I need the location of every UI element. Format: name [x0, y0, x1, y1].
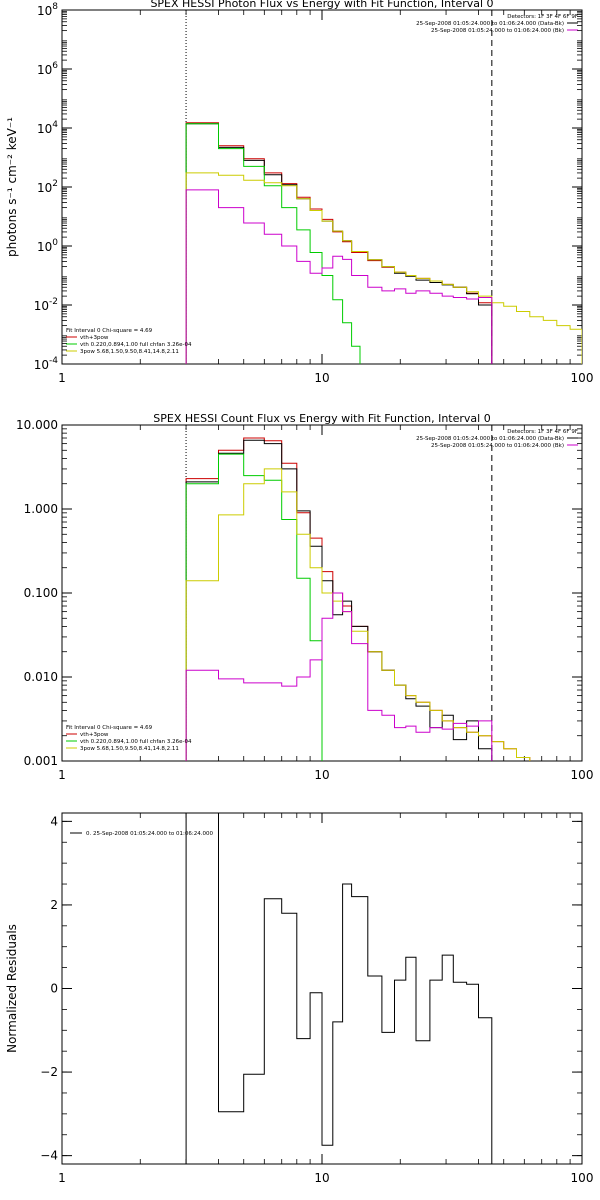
- y-tick-label: 104: [37, 120, 58, 136]
- legend-label: 25-Sep-2008 01:05:24.000 to 01:06:24.000…: [416, 21, 564, 27]
- x-tick-label: 100: [571, 1171, 594, 1185]
- x-tick-label: 1: [58, 768, 66, 782]
- legend-detectors: Detectors: 1F 3F 4F 6F 9F: [507, 14, 578, 20]
- y-tick-label: 0: [50, 982, 58, 996]
- x-tick-label: 1: [58, 1171, 66, 1185]
- series-vth-3pow: [185, 122, 493, 364]
- series-residuals: [185, 813, 493, 1164]
- legend-label: vth+3pow: [80, 335, 109, 341]
- legend-label: 25-Sep-2008 01:05:24.000 to 01:06:24.000…: [416, 436, 564, 442]
- series-vth: [185, 453, 323, 761]
- legend-label: 25-Sep-2008 01:05:24.000 to 01:06:24.000…: [431, 28, 564, 34]
- x-tick-label: 10: [314, 768, 329, 782]
- series-group: [185, 437, 531, 761]
- legend-label: vth 0.220,0.894,1.00 full chfan 3.26e-04: [80, 342, 192, 348]
- chart-panel-1: SPEX HESSI Photon Flux vs Energy with Fi…: [5, 0, 593, 385]
- legend-label: 3pow 5.68,1.50,9.50,8.41,14.8,2.11: [80, 349, 179, 355]
- y-tick-label: 10-4: [34, 356, 59, 372]
- y-axis-label: photons s⁻¹ cm⁻² keV⁻¹: [5, 117, 19, 257]
- legend-label: 0. 25-Sep-2008 01:05:24.000 to 01:06:24.…: [86, 831, 213, 837]
- x-tick-label: 100: [571, 768, 594, 782]
- y-tick-label: 10.000: [16, 418, 58, 432]
- legend-label: 25-Sep-2008 01:05:24.000 to 01:06:24.000…: [431, 443, 564, 449]
- x-tick-label: 100: [571, 371, 594, 385]
- y-tick-label: 102: [37, 179, 58, 195]
- series-data-bk: [185, 123, 493, 364]
- y-tick-label: 0.010: [24, 670, 58, 684]
- y-tick-label: 0.100: [24, 586, 58, 600]
- legend-label: vth+3pow: [80, 732, 109, 738]
- y-axis-label: Normalized Residuals: [5, 924, 19, 1053]
- plot-frame: [61, 9, 583, 365]
- series-bk: [185, 592, 493, 761]
- y-tick-label: 1.000: [24, 502, 58, 516]
- series-group: [185, 122, 582, 364]
- series-3pow: [185, 468, 531, 761]
- x-tick-label: 10: [314, 371, 329, 385]
- chart-title: SPEX HESSI Photon Flux vs Energy with Fi…: [150, 0, 493, 10]
- legend-fit-header: Fit Interval 0 Chi-square = 4.69: [66, 725, 153, 731]
- y-tick-label: 10-2: [34, 297, 58, 313]
- y-tick-label: 106: [37, 61, 58, 77]
- series-data-bk: [185, 439, 493, 761]
- series-group: [185, 813, 493, 1164]
- y-tick-label: 4: [50, 814, 58, 828]
- legend-fit-header: Fit Interval 0 Chi-square = 4.69: [66, 328, 153, 334]
- x-tick-label: 1: [58, 371, 66, 385]
- x-tick-label: 10: [314, 1171, 329, 1185]
- y-tick-label: 100: [37, 238, 58, 254]
- y-tick-label: 0.001: [24, 754, 58, 768]
- y-tick-label: −4: [40, 1149, 58, 1163]
- chart-panel-3: 1 10 100 −4 −2 0 2 4 Normalized Residuals 0. 25-S…: [5, 812, 594, 1185]
- y-tick-label: 108: [37, 2, 58, 18]
- series-vth: [185, 123, 361, 364]
- legend-label: vth 0.220,0.894,1.00 full chfan 3.26e-04: [80, 739, 192, 745]
- y-tick-label: 2: [50, 898, 58, 912]
- chart-panel-2: SPEX HESSI Count Flux vs Energy with Fit…: [16, 412, 593, 782]
- series-vth-3pow: [185, 437, 531, 761]
- legend-label: 3pow 5.68,1.50,9.50,8.41,14.8,2.11: [80, 746, 179, 752]
- series-3pow: [185, 172, 582, 364]
- series-bk: [185, 189, 493, 364]
- legend-detectors: Detectors: 1F 3F 4F 6F 9F: [507, 429, 578, 435]
- y-tick-label: −2: [40, 1065, 58, 1079]
- chart-title: SPEX HESSI Count Flux vs Energy with Fit…: [153, 412, 490, 425]
